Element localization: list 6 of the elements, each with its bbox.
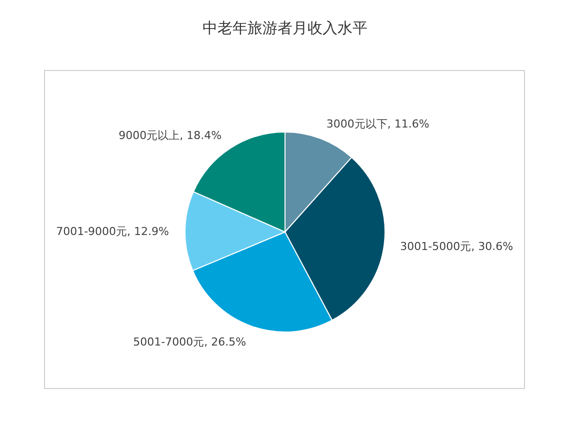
slice-label: 9000元以上, 18.4% <box>118 128 222 142</box>
slice-label: 3000元以下, 11.6% <box>326 118 430 131</box>
slice-label: 5001-7000元, 26.5% <box>133 335 246 348</box>
slice-label: 3001-5000元, 30.6% <box>400 240 514 253</box>
slice-label: 7001-9000元, 12.9% <box>56 224 170 238</box>
chart-title: 中老年旅游者月收入水平 <box>202 19 368 37</box>
